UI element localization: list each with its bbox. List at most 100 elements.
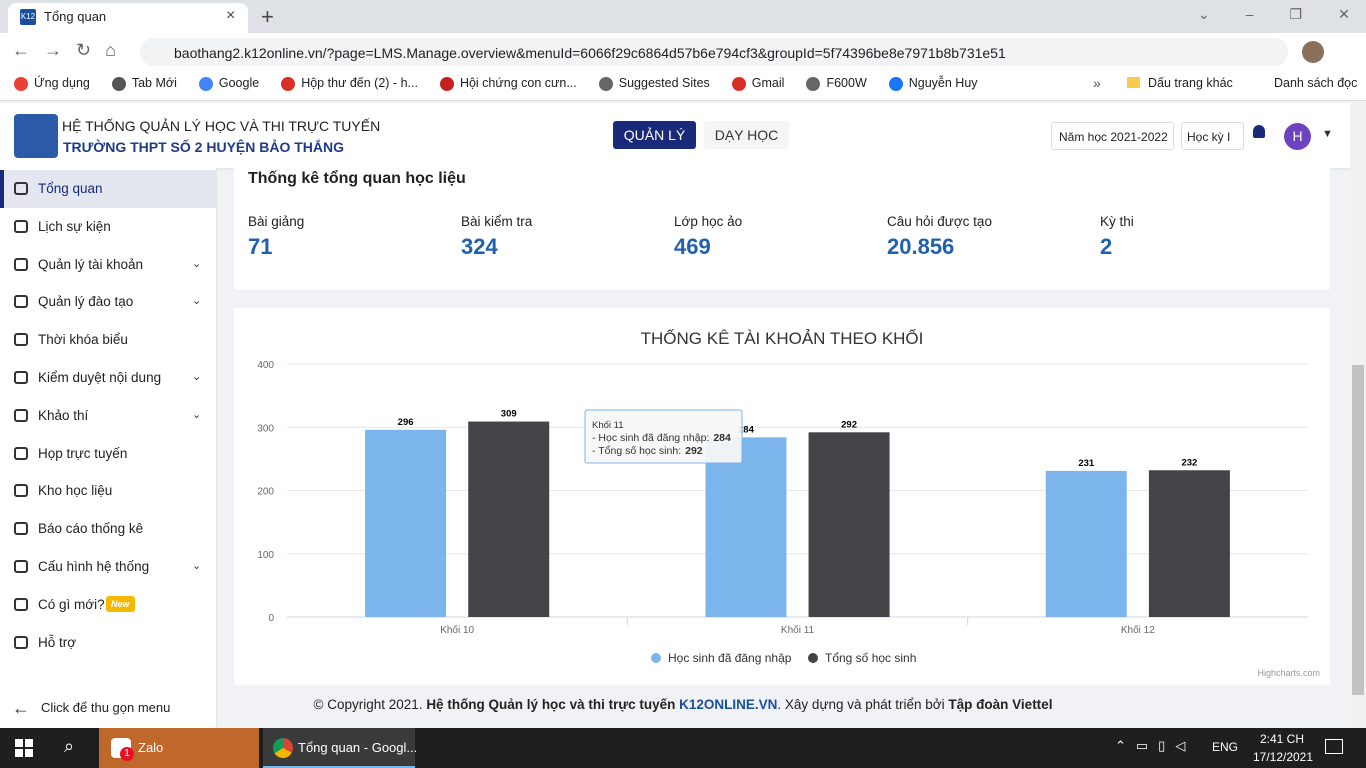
legend-swatch bbox=[808, 653, 818, 663]
menu-item[interactable]: Tổng quan bbox=[38, 181, 103, 196]
data-label: 232 bbox=[1181, 457, 1197, 468]
reading-list[interactable]: Danh sách đọc bbox=[1274, 76, 1358, 90]
menu-icon bbox=[14, 333, 28, 347]
avatar[interactable]: H bbox=[1284, 123, 1311, 150]
site-link[interactable]: K12ONLINE.VN bbox=[679, 697, 778, 712]
menu-chevron[interactable]: ⌄ bbox=[192, 408, 202, 421]
bookmark[interactable]: Tab Mới bbox=[111, 76, 177, 91]
zalo-badge: 1 bbox=[120, 747, 134, 761]
school-name: TRƯỜNG THPT SỐ 2 HUYỆN BẢO THẮNG bbox=[63, 139, 345, 155]
menu-item[interactable]: Thời khóa biểu bbox=[38, 332, 128, 348]
y-tick-label: 100 bbox=[257, 550, 274, 561]
menu-item[interactable]: Họp trực tuyến bbox=[38, 445, 128, 461]
bell[interactable] bbox=[1253, 125, 1265, 138]
bookmark[interactable]: Nguyễn Huy bbox=[888, 76, 978, 91]
profile[interactable] bbox=[1302, 41, 1324, 63]
menu-chevron[interactable]: ⌄ bbox=[192, 295, 202, 308]
tab-close[interactable]: × bbox=[226, 7, 236, 24]
nav-buttons[interactable]: ←→↻⌂ bbox=[12, 40, 130, 60]
stat-value: 20.856 bbox=[887, 234, 955, 259]
menu-chevron[interactable]: ⌄ bbox=[192, 560, 202, 572]
window-controls[interactable]: ⌄–❐✕ bbox=[1198, 6, 1350, 22]
tooltip-label: - Tổng số học sinh: bbox=[592, 445, 681, 457]
x-tick-label: Khối 12 bbox=[1121, 624, 1155, 636]
tooltip-value: 292 bbox=[685, 445, 703, 457]
bookmark-icon bbox=[198, 77, 213, 91]
collapse-menu[interactable]: Click để thu gọn menu bbox=[41, 700, 171, 715]
tray-icons[interactable]: ⌃▭▯◁ bbox=[1115, 738, 1196, 753]
school-year-select[interactable]: Năm học 2021-2022 bbox=[1051, 122, 1174, 150]
chart-title: THỐNG KÊ TÀI KHOẢN THEO KHỐI bbox=[641, 328, 924, 348]
menu-chevron[interactable]: ⌄ bbox=[192, 371, 202, 383]
bookmark[interactable]: Gmail bbox=[731, 76, 784, 91]
menu-item[interactable]: Quản lý đào tạo bbox=[38, 294, 134, 310]
chart-credits[interactable]: Highcharts.com bbox=[1257, 668, 1320, 678]
bar bbox=[1148, 470, 1230, 617]
menu-chevron[interactable]: ⌄ bbox=[192, 257, 202, 270]
collapse-icon[interactable]: ← bbox=[12, 698, 30, 718]
menu-item[interactable]: Cấu hình hệ thống bbox=[38, 559, 150, 574]
menu-item[interactable]: Lịch sự kiện bbox=[38, 218, 111, 234]
menu-icon bbox=[14, 257, 28, 271]
scrollbar-thumb[interactable] bbox=[1352, 365, 1364, 695]
chrome-icon bbox=[273, 738, 293, 758]
bookmark[interactable]: F600W bbox=[806, 76, 867, 91]
bookmark[interactable]: Ứng dụng bbox=[14, 76, 90, 91]
bar bbox=[808, 432, 890, 617]
menu-item[interactable]: Kiểm duyệt nội dung bbox=[38, 370, 162, 385]
stat-label: Lớp học ảo bbox=[674, 214, 743, 229]
menu-item[interactable]: Báo cáo thống kê bbox=[38, 521, 144, 537]
bookmark[interactable]: Suggested Sites bbox=[598, 76, 710, 91]
menu-item[interactable]: Hỗ trợ bbox=[38, 634, 77, 650]
start-button[interactable] bbox=[15, 739, 33, 757]
tooltip-line: - Học sinh đã đăng nhập: 284 bbox=[592, 432, 731, 444]
omnibox[interactable] bbox=[140, 38, 1288, 66]
data-label: 309 bbox=[501, 409, 517, 420]
bar bbox=[365, 429, 447, 617]
tooltip: Khối 11- Học sinh đã đăng nhập: 284 - Tổng… bbox=[584, 409, 743, 464]
stat-value: 469 bbox=[674, 234, 711, 259]
bookmark-icon bbox=[14, 77, 28, 91]
nav-teach[interactable]: DẠY HỌC bbox=[704, 121, 789, 149]
bar bbox=[1045, 470, 1127, 617]
notifications[interactable] bbox=[1325, 739, 1343, 754]
menu-item[interactable]: Quản lý tài khoản bbox=[38, 256, 144, 272]
nav-manage[interactable]: QUẢN LÝ bbox=[613, 121, 696, 149]
new-tab[interactable]: + bbox=[261, 4, 274, 29]
tab[interactable] bbox=[8, 3, 248, 33]
legend-item[interactable]: Tổng số học sinh bbox=[825, 651, 916, 665]
bookmark[interactable]: Google bbox=[198, 76, 259, 91]
semester-select[interactable]: Học kỳ I bbox=[1181, 122, 1244, 150]
folder-icon bbox=[1127, 77, 1140, 88]
bookmark-icon bbox=[281, 77, 296, 91]
data-label: 296 bbox=[398, 417, 414, 428]
url[interactable]: baothang2.k12online.vn/?page=LMS.Manage.… bbox=[174, 45, 1006, 61]
tooltip-title: Khối 11 bbox=[592, 420, 624, 431]
tab-title: Tổng quan bbox=[44, 9, 107, 24]
menu-item[interactable]: Khảo thí bbox=[38, 407, 89, 423]
bookmark[interactable]: Hội chứng con cưn... bbox=[439, 76, 577, 91]
overview-title: Thống kê tổng quan học liệu bbox=[248, 170, 466, 187]
clock-date[interactable]: 17/12/2021 bbox=[1252, 750, 1314, 764]
company: Tập đoàn Viettel bbox=[948, 697, 1053, 712]
stat-value: 324 bbox=[461, 234, 498, 259]
search-button[interactable]: ⌕ bbox=[64, 736, 75, 756]
language[interactable]: ENG bbox=[1212, 740, 1239, 754]
data-label: 284 bbox=[738, 424, 755, 435]
menu-item[interactable]: Kho học liệu bbox=[38, 483, 113, 499]
stat-label: Câu hỏi được tạo bbox=[887, 214, 992, 229]
menu-item[interactable]: Có gì mới? bbox=[38, 596, 105, 612]
bookmark-icon bbox=[731, 77, 746, 91]
x-tick-label: Khối 11 bbox=[781, 624, 815, 636]
x-tick-label: Khối 10 bbox=[440, 624, 474, 636]
clock-time[interactable]: 2:41 CH bbox=[1259, 732, 1305, 746]
avatar-menu[interactable]: ▼ bbox=[1322, 128, 1333, 140]
school-logo bbox=[14, 114, 58, 158]
bookmarks: Ứng dụng Tab Mới Google Hộp thư đến (2) - h… bbox=[14, 76, 978, 91]
menu-icon bbox=[14, 560, 28, 573]
bookmark[interactable]: Hộp thư đến (2) - h... bbox=[281, 76, 418, 91]
more-bookmarks[interactable]: » bbox=[1093, 75, 1101, 91]
other-bookmarks[interactable]: Dấu trang khác bbox=[1148, 76, 1233, 90]
menu-icon bbox=[14, 484, 28, 498]
legend-item[interactable]: Học sinh đã đăng nhập bbox=[668, 651, 792, 665]
